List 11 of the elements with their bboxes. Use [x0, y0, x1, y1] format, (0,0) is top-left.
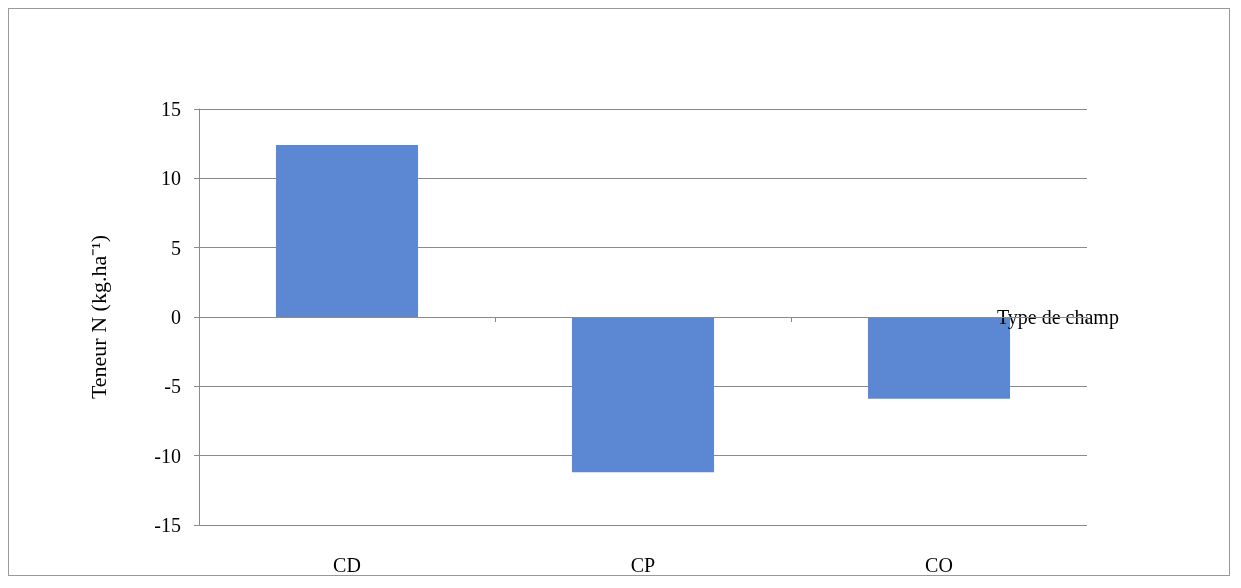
x-tick-label: CP: [630, 554, 656, 576]
y-tick-label: 15: [161, 98, 181, 120]
y-tick-label: -15: [154, 514, 181, 536]
x-tick-label: CO: [925, 554, 953, 576]
y-tick-label: 5: [171, 236, 181, 259]
y-tick-label: -10: [154, 444, 181, 467]
y-tick-label: -5: [164, 375, 181, 398]
x-tick-label: CD: [333, 554, 361, 576]
y-axis-title: Teneur N (kg.ha⁻¹): [85, 234, 111, 400]
y-tick-label: 10: [161, 167, 181, 190]
y-tick-label: 0: [171, 306, 181, 328]
